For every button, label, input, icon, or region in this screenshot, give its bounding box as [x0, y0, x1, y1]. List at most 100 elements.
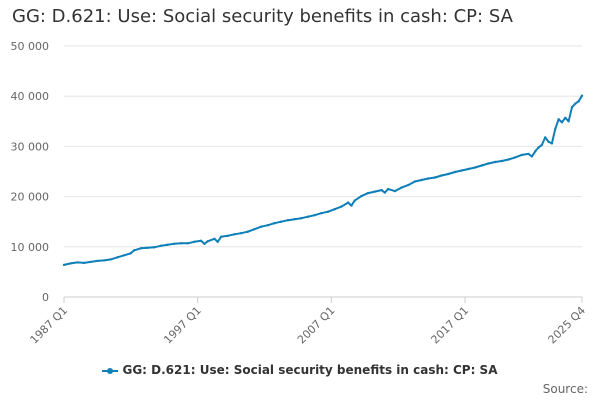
data-point — [246, 230, 249, 233]
data-point — [109, 258, 113, 261]
data-point — [286, 219, 290, 222]
y-tick-label: 20 000 — [11, 191, 50, 204]
data-point — [306, 215, 310, 218]
data-point — [500, 159, 503, 163]
data-point — [133, 249, 136, 252]
data-point — [69, 262, 72, 265]
data-point — [266, 224, 270, 227]
data-point — [216, 240, 219, 243]
data-point — [530, 155, 534, 158]
data-point — [173, 242, 176, 245]
data-point — [253, 228, 256, 231]
data-point — [447, 172, 450, 176]
axes: 0 10 000 20 000 30 000 40 000 50 000 1987 Q1 19… — [11, 40, 589, 346]
data-point — [460, 169, 463, 172]
data-point — [366, 191, 370, 195]
data-point — [453, 170, 457, 174]
data-point — [116, 256, 119, 259]
data-point — [353, 199, 356, 202]
data-point — [540, 143, 544, 147]
data-point — [577, 100, 580, 103]
data-point — [203, 242, 206, 245]
data-point — [534, 150, 537, 153]
data-point — [507, 158, 510, 161]
data-point — [544, 136, 547, 139]
data-point — [567, 120, 570, 123]
series-layer — [62, 94, 584, 267]
data-point — [129, 252, 132, 255]
y-tick-label: 10 000 — [11, 241, 50, 254]
y-tick-label: 0 — [42, 291, 49, 304]
legend-label: GG: D.621: Use: Social security benefits… — [122, 363, 498, 377]
x-tick-label: 1987 Q1 — [28, 304, 71, 347]
data-point — [102, 259, 106, 262]
data-point — [550, 142, 554, 145]
data-point — [350, 204, 353, 207]
data-point — [89, 260, 92, 264]
data-point — [400, 186, 403, 189]
series-line — [63, 95, 583, 266]
data-point — [346, 201, 350, 204]
data-point — [206, 240, 209, 243]
y-tick-label: 30 000 — [11, 140, 50, 153]
data-point — [420, 178, 423, 182]
data-point — [82, 261, 86, 265]
data-point — [62, 263, 66, 267]
data-point — [146, 246, 149, 249]
data-point — [413, 180, 417, 183]
data-point — [493, 160, 497, 164]
data-point — [320, 212, 323, 215]
x-tick-label: 2017 Q1 — [429, 304, 472, 347]
data-point — [226, 234, 229, 237]
data-point — [280, 220, 283, 223]
data-point — [293, 218, 296, 221]
data-point — [199, 239, 203, 242]
data-point — [159, 244, 163, 247]
data-point — [219, 235, 223, 238]
data-point — [326, 210, 330, 213]
x-tick-label: 2007 Q1 — [295, 304, 338, 347]
data-point — [153, 246, 156, 249]
data-point — [76, 261, 79, 264]
data-point — [407, 183, 410, 187]
data-point — [193, 240, 196, 243]
data-point — [186, 242, 189, 245]
data-point — [166, 243, 169, 246]
data-point — [527, 152, 530, 156]
data-point — [467, 167, 470, 171]
data-point — [480, 164, 483, 167]
y-tick-label: 50 000 — [11, 40, 50, 53]
data-point — [340, 205, 343, 208]
data-point — [383, 191, 386, 194]
data-point — [520, 153, 523, 157]
chart-title: GG: D.621: Use: Social security benefits… — [12, 6, 513, 27]
data-point — [473, 166, 477, 169]
data-point — [427, 177, 430, 180]
data-point — [360, 194, 363, 198]
data-point — [313, 214, 316, 217]
y-tick-label: 40 000 — [11, 90, 50, 103]
data-point — [393, 189, 397, 193]
legend[interactable]: GG: D.621: Use: Social security benefits… — [0, 363, 600, 377]
data-point — [514, 156, 517, 159]
data-point — [560, 121, 564, 124]
data-point — [213, 237, 216, 240]
source-label[interactable]: Source: — [542, 382, 588, 396]
data-point — [273, 222, 276, 225]
legend-marker — [102, 367, 119, 374]
data-point — [487, 162, 490, 165]
data-point — [554, 127, 557, 130]
data-point — [233, 233, 236, 236]
data-point — [564, 116, 567, 120]
data-point — [537, 146, 540, 149]
data-point — [574, 102, 577, 105]
data-point — [433, 176, 437, 179]
x-tick-label: 2025 Q4 — [546, 304, 589, 347]
x-tick-label: 1997 Q1 — [161, 304, 204, 347]
data-point — [570, 106, 574, 109]
data-point — [333, 208, 336, 211]
data-point — [239, 232, 243, 235]
data-point — [387, 187, 390, 191]
data-point — [123, 254, 126, 257]
